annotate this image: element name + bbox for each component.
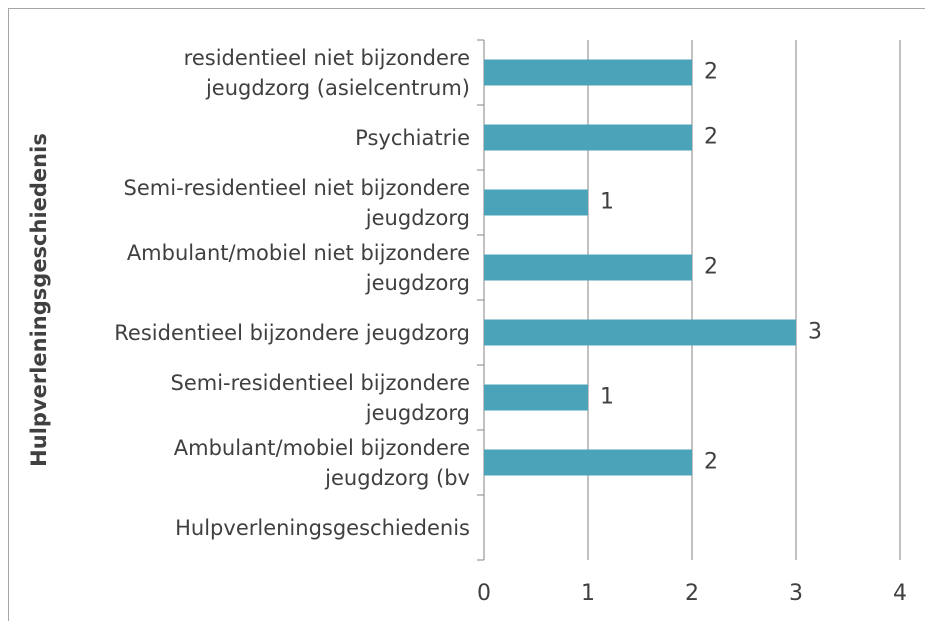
x-tick-label: 1 [581, 581, 595, 606]
y-tick-label: Semi-residentieel niet bijzondere jeugdz… [123, 175, 470, 230]
y-tick-label: residentieel niet bijzondere jeugdzorg (… [183, 45, 470, 100]
bar [484, 124, 692, 151]
y-tick-label: Semi-residentieel bijzondere jeugdzorg [170, 370, 471, 425]
bar [484, 384, 588, 411]
x-tick-label: 2 [685, 581, 699, 606]
bar [484, 449, 692, 476]
y-tick-label: Hulpverleningsgeschiedenis [175, 515, 470, 540]
bar [484, 59, 692, 86]
y-tick-label: Ambulant/mobiel bijzondere jeugdzorg (bv [173, 435, 470, 490]
bar [484, 254, 692, 281]
data-label: 3 [808, 320, 822, 345]
data-label: 2 [704, 255, 718, 280]
y-tick-label: Ambulant/mobiel niet bijzondere jeugdzor… [126, 240, 470, 295]
data-label: 1 [600, 385, 614, 410]
chart-border [8, 8, 925, 621]
data-label: 2 [704, 60, 718, 85]
data-label: 1 [600, 190, 614, 215]
y-tick-label: Residentieel bijzondere jeugdzorg [114, 320, 470, 345]
data-label: 2 [704, 125, 718, 150]
x-tick-label: 0 [477, 581, 491, 606]
y-tick-label: Psychiatrie [355, 125, 470, 150]
x-tick-label: 4 [893, 581, 907, 606]
x-tick-label: 3 [789, 581, 803, 606]
data-label: 2 [704, 450, 718, 475]
y-axis-title: Hulpverleningsgeschiedenis [27, 133, 51, 467]
bar [484, 319, 796, 346]
bar [484, 189, 588, 216]
